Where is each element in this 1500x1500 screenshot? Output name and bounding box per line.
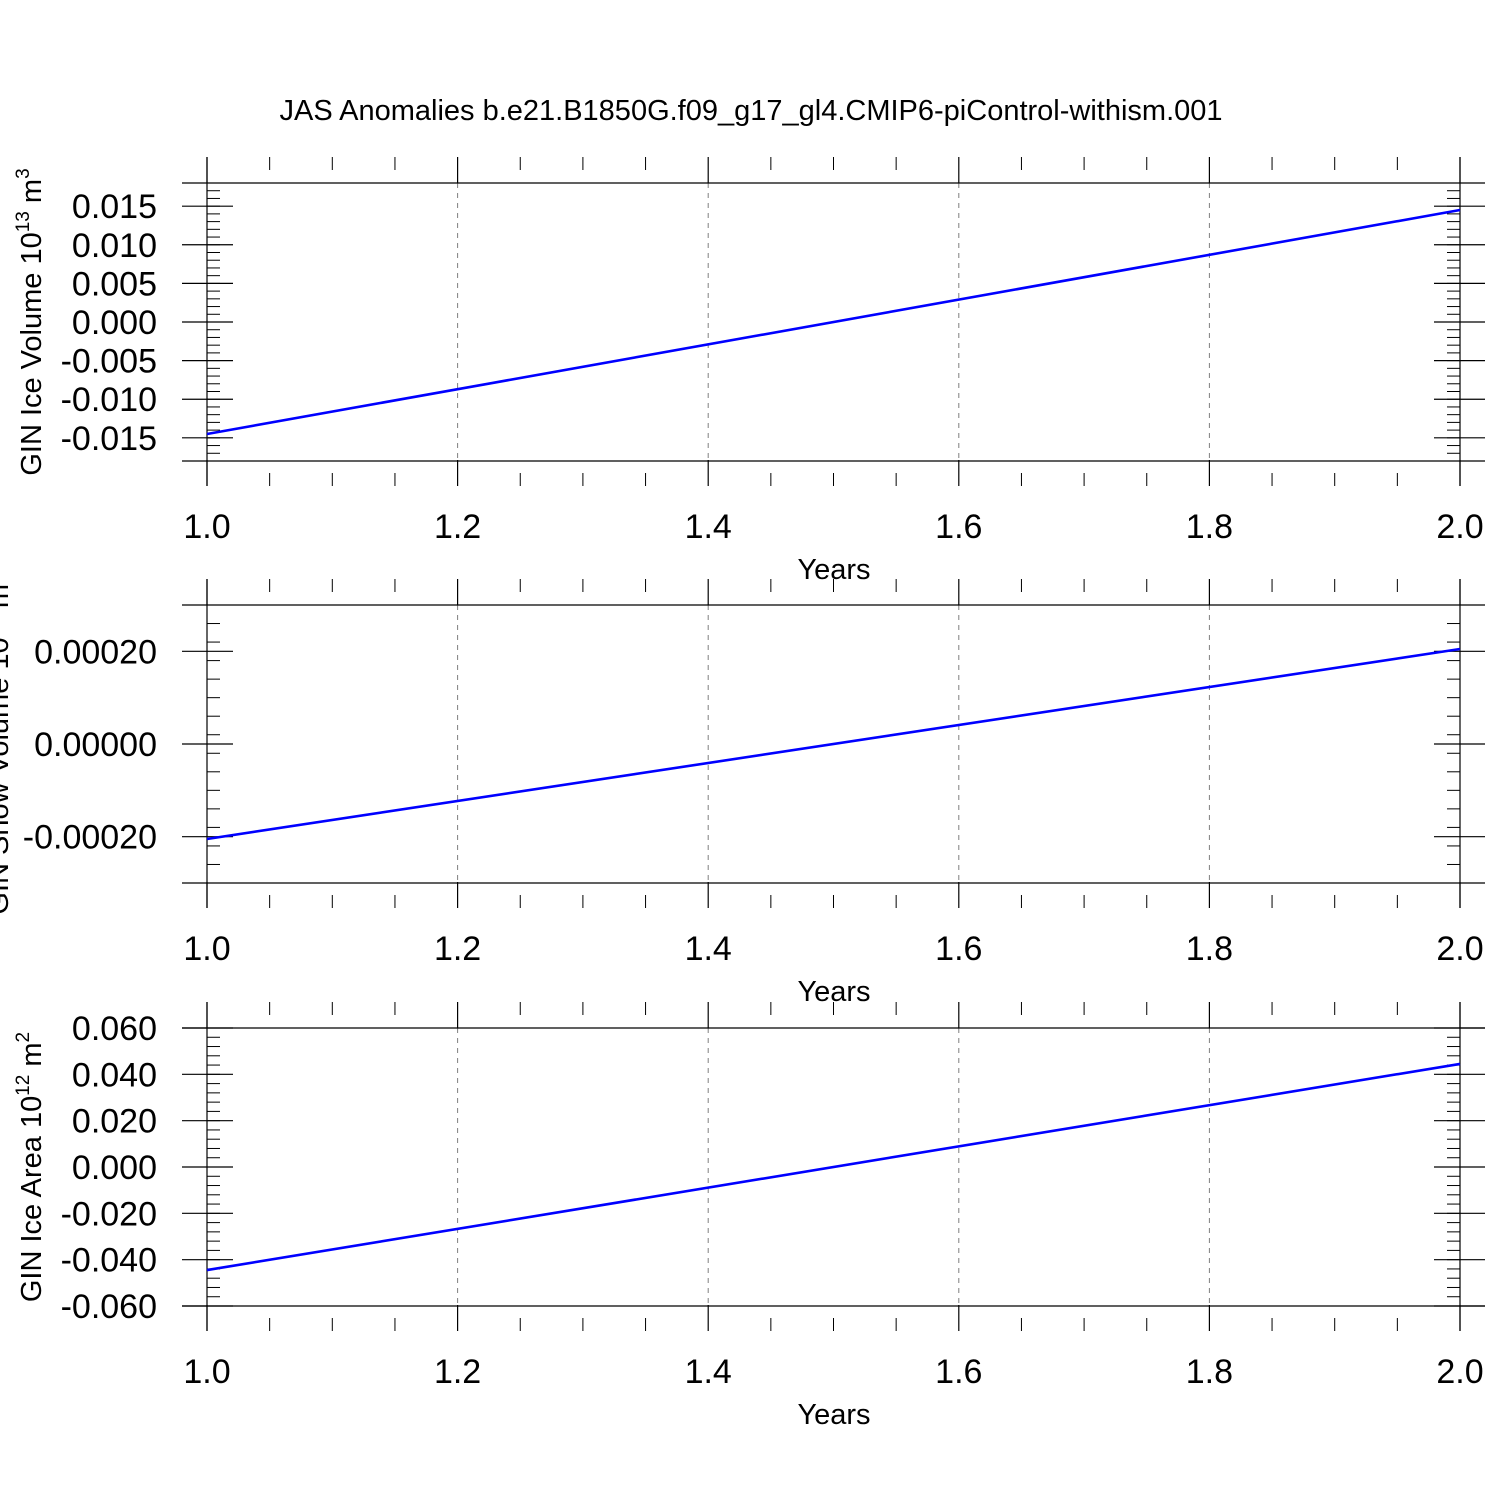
x-tick-label: 1.0 bbox=[183, 930, 230, 968]
y-axis-label-part: m bbox=[16, 179, 48, 211]
y-axis-label-part: GIN Ice Area 10 bbox=[16, 1096, 48, 1302]
figure-title: JAS Anomalies b.e21.B1850G.f09_g17_gl4.C… bbox=[279, 95, 1222, 127]
y-tick-label: -0.015 bbox=[61, 420, 157, 458]
y-tick-label: 0.020 bbox=[72, 1103, 157, 1141]
x-tick-label: 1.6 bbox=[935, 508, 982, 546]
x-tick-label: 1.6 bbox=[935, 930, 982, 968]
x-tick-label: 1.4 bbox=[685, 508, 732, 546]
y-axis-label-superscript: 13 bbox=[13, 211, 34, 232]
series-line bbox=[206, 208, 1461, 436]
y-axis-label-part: m bbox=[0, 584, 15, 616]
x-tick-label: 1.8 bbox=[1186, 1353, 1233, 1391]
y-axis-label: GIN Ice Volume 1013 m3 bbox=[13, 168, 48, 475]
x-tick-label: 1.2 bbox=[434, 1353, 481, 1391]
series-line bbox=[206, 1062, 1461, 1272]
y-axis-label-superscript: 12 bbox=[13, 1075, 34, 1096]
x-axis-label: Years bbox=[797, 1399, 870, 1431]
y-tick-label: -0.040 bbox=[61, 1242, 157, 1280]
y-tick-label: -0.00020 bbox=[23, 819, 157, 857]
y-axis-label-superscript: 13 bbox=[0, 616, 1, 637]
x-tick-label: 1.4 bbox=[685, 1353, 732, 1391]
y-tick-label: 0.00000 bbox=[34, 726, 157, 764]
y-tick-label: 0.015 bbox=[72, 188, 157, 226]
y-axis-label-superscript: 2 bbox=[13, 1032, 34, 1043]
x-tick-label: 2.0 bbox=[1436, 1353, 1483, 1391]
y-axis-label-part: m bbox=[16, 1042, 48, 1074]
y-tick-label: 0.060 bbox=[72, 1010, 157, 1048]
series-line bbox=[206, 647, 1461, 841]
x-tick-label: 1.4 bbox=[685, 930, 732, 968]
y-axis-label-part: GIN Snow Volume 10 bbox=[0, 637, 15, 914]
y-tick-label: -0.020 bbox=[61, 1195, 157, 1233]
y-tick-label: 0.005 bbox=[72, 265, 157, 303]
chart-panel-2: 1.0 1.2 1.4 1.6 1.8 2.0 -0.00020 0.00000 0.00020… bbox=[0, 573, 1485, 1008]
y-tick-label: 0.000 bbox=[72, 1149, 157, 1187]
y-tick-label: -0.005 bbox=[61, 343, 157, 381]
x-tick-label: 1.8 bbox=[1186, 508, 1233, 546]
y-axis-label-superscript: 3 bbox=[0, 573, 1, 584]
y-tick-label: 0.000 bbox=[72, 304, 157, 342]
y-tick-label: -0.010 bbox=[61, 381, 157, 419]
y-axis-label-superscript: 3 bbox=[13, 168, 34, 179]
y-axis-label: GIN Snow Volume 1013 m3 bbox=[0, 573, 15, 914]
x-tick-label: 2.0 bbox=[1436, 930, 1483, 968]
x-tick-label: 1.0 bbox=[183, 508, 230, 546]
y-axis-label: GIN Ice Area 1012 m2 bbox=[13, 1032, 48, 1302]
y-tick-label: 0.00020 bbox=[34, 633, 157, 671]
y-tick-label: -0.060 bbox=[61, 1288, 157, 1326]
x-tick-label: 1.2 bbox=[434, 508, 481, 546]
x-tick-label: 2.0 bbox=[1436, 508, 1483, 546]
x-tick-label: 1.6 bbox=[935, 1353, 982, 1391]
y-axis-label-part: GIN Ice Volume 10 bbox=[16, 232, 48, 475]
chart-panel-3: 1.0 1.2 1.4 1.6 1.8 2.0 -0.060 -0.040 -0.020 0.00… bbox=[13, 1002, 1485, 1431]
x-tick-label: 1.8 bbox=[1186, 930, 1233, 968]
y-tick-label: 0.040 bbox=[72, 1056, 157, 1094]
y-tick-label: 0.010 bbox=[72, 227, 157, 265]
x-tick-label: 1.0 bbox=[183, 1353, 230, 1391]
chart-panel-1: 1.0 1.2 1.4 1.6 1.8 2.0-0.015-0.010-0.0050.00… bbox=[13, 157, 1485, 586]
x-tick-label: 1.2 bbox=[434, 930, 481, 968]
panels-container: 1.0 1.2 1.4 1.6 1.8 2.0-0.015-0.010-0.0050.00… bbox=[0, 157, 1485, 1431]
